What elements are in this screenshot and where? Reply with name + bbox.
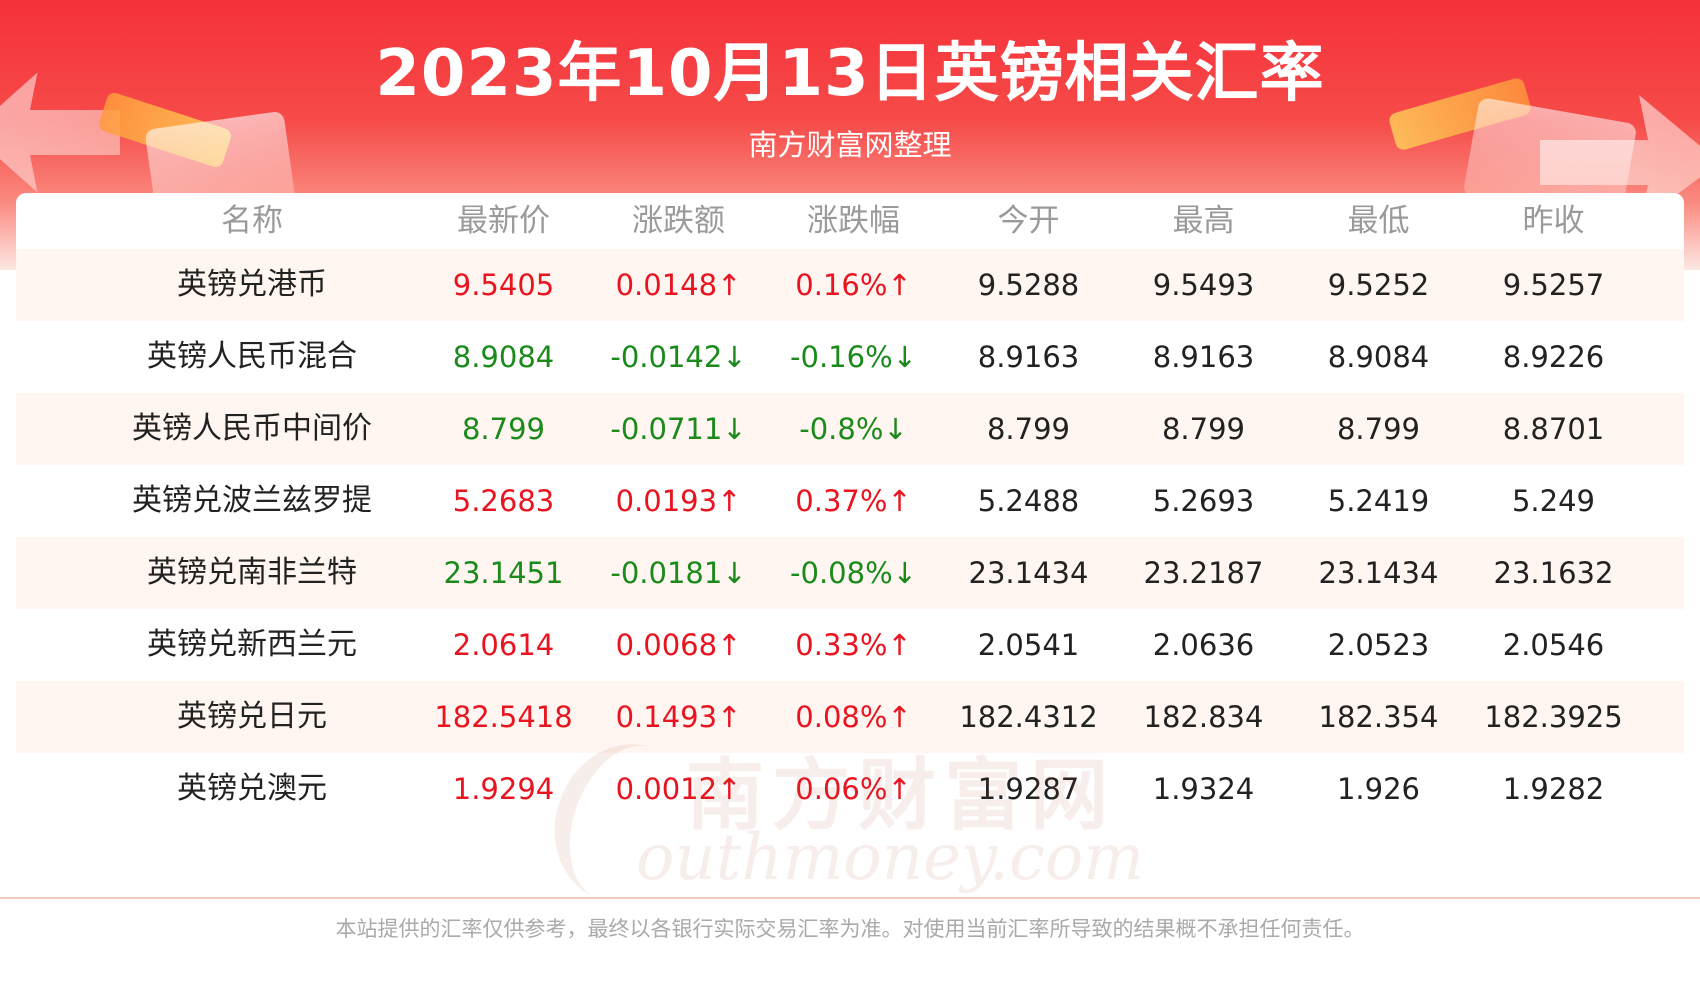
cell-latest: 5.2683 xyxy=(452,484,555,518)
cell-high: 2.0636 xyxy=(1152,628,1255,662)
table-row: 英镑兑新西兰元 2.0614 0.0068↑ 0.33%↑ 2.0541 2.0636 2.… xyxy=(16,609,1684,681)
cell-high: 182.834 xyxy=(1143,700,1264,734)
table-row: 英镑兑南非兰特 23.1451 -0.0181↓ -0.08%↓ 23.1434 23.2… xyxy=(16,537,1684,609)
cell-high: 8.9163 xyxy=(1152,340,1255,374)
column-header-prev-close: 昨收 xyxy=(1522,203,1585,239)
cell-change-pct: 0.08%↑ xyxy=(795,700,912,734)
page-subtitle: 南方财富网整理 xyxy=(748,128,952,162)
column-header-high: 最高 xyxy=(1172,203,1235,239)
cell-change-pct: -0.08%↓ xyxy=(790,556,917,590)
table-header: 名称 最新价 涨跌额 涨跌幅 今开 最高 最低 昨收 xyxy=(16,193,1684,249)
cell-latest: 8.9084 xyxy=(452,340,555,374)
cell-high: 8.799 xyxy=(1161,412,1246,446)
cell-name: 英镑兑日元 xyxy=(177,699,327,734)
cell-change-pct: 0.16%↑ xyxy=(795,268,912,302)
cell-open: 23.1434 xyxy=(968,556,1089,590)
cell-prev-close: 5.249 xyxy=(1511,484,1596,518)
cell-change: 0.0193↑ xyxy=(615,484,742,518)
cell-name: 英镑兑港币 xyxy=(177,267,327,302)
cell-change: 0.0148↑ xyxy=(615,268,742,302)
cell-open: 182.4312 xyxy=(959,700,1098,734)
table-row: 英镑人民币中间价 8.799 -0.0711↓ -0.8%↓ 8.799 8.799 8.7… xyxy=(16,393,1684,465)
table-row: 英镑兑波兰兹罗提 5.2683 0.0193↑ 0.37%↑ 5.2488 5.2693 5… xyxy=(16,465,1684,537)
cell-prev-close: 1.9282 xyxy=(1502,772,1605,806)
column-header-latest: 最新价 xyxy=(457,203,550,239)
cell-latest: 9.5405 xyxy=(452,268,555,302)
cell-open: 2.0541 xyxy=(977,628,1080,662)
cell-change: -0.0142↓ xyxy=(610,340,747,374)
cell-change: -0.0711↓ xyxy=(610,412,747,446)
table-row: 英镑人民币混合 8.9084 -0.0142↓ -0.16%↓ 8.9163 8.9163… xyxy=(16,321,1684,393)
cell-latest: 8.799 xyxy=(461,412,546,446)
cell-low: 8.799 xyxy=(1336,412,1421,446)
footer-disclaimer: 本站提供的汇率仅供参考，最终以各银行实际交易汇率为准。对使用当前汇率所导致的结果… xyxy=(335,917,1365,941)
column-header-change-pct: 涨跌幅 xyxy=(807,203,900,239)
cell-open: 8.799 xyxy=(986,412,1071,446)
cell-name: 英镑人民币混合 xyxy=(147,339,357,374)
rates-table: 名称 最新价 涨跌额 涨跌幅 今开 最高 最低 昨收 英镑兑港币 9.5405 0.… xyxy=(16,193,1684,922)
cell-change: -0.0181↓ xyxy=(610,556,747,590)
cell-low: 8.9084 xyxy=(1327,340,1430,374)
cell-change: 0.1493↑ xyxy=(615,700,742,734)
cell-name: 英镑兑澳元 xyxy=(177,771,327,806)
cell-latest: 2.0614 xyxy=(452,628,555,662)
cell-open: 1.9287 xyxy=(977,772,1080,806)
cell-low: 5.2419 xyxy=(1327,484,1430,518)
cell-prev-close: 23.1632 xyxy=(1493,556,1614,590)
cell-change: 0.0068↑ xyxy=(615,628,742,662)
cell-latest: 23.1451 xyxy=(443,556,564,590)
cell-open: 9.5288 xyxy=(977,268,1080,302)
cell-low: 23.1434 xyxy=(1318,556,1439,590)
table-row: 英镑兑日元 182.5418 0.1493↑ 0.08%↑ 182.4312 182.83… xyxy=(16,681,1684,753)
cell-name: 英镑兑波兰兹罗提 xyxy=(132,483,372,518)
cell-change-pct: -0.8%↓ xyxy=(799,412,908,446)
column-header-name: 名称 xyxy=(221,203,283,239)
cell-low: 9.5252 xyxy=(1327,268,1430,302)
cell-change-pct: -0.16%↓ xyxy=(790,340,917,374)
cell-prev-close: 8.8701 xyxy=(1502,412,1605,446)
column-header-low: 最低 xyxy=(1347,203,1410,239)
cell-latest: 182.5418 xyxy=(434,700,573,734)
cell-prev-close: 182.3925 xyxy=(1484,700,1623,734)
cell-high: 5.2693 xyxy=(1152,484,1255,518)
page-title: 2023年10月13日英镑相关汇率 xyxy=(375,37,1325,111)
table-row: 英镑兑澳元 1.9294 0.0012↑ 0.06%↑ 1.9287 1.9324 1.92… xyxy=(16,753,1684,825)
column-header-change: 涨跌额 xyxy=(632,203,725,239)
column-header-open: 今开 xyxy=(997,203,1060,239)
cell-prev-close: 9.5257 xyxy=(1502,268,1605,302)
cell-low: 182.354 xyxy=(1318,700,1439,734)
cell-high: 9.5493 xyxy=(1152,268,1255,302)
cell-prev-close: 8.9226 xyxy=(1502,340,1605,374)
cell-name: 英镑兑新西兰元 xyxy=(147,627,357,662)
cell-change-pct: 0.06%↑ xyxy=(795,772,912,806)
cell-low: 2.0523 xyxy=(1327,628,1430,662)
cell-high: 23.2187 xyxy=(1143,556,1264,590)
cell-open: 5.2488 xyxy=(977,484,1080,518)
cell-low: 1.926 xyxy=(1336,772,1421,806)
cell-change-pct: 0.37%↑ xyxy=(795,484,912,518)
cell-open: 8.9163 xyxy=(977,340,1080,374)
cell-name: 英镑兑南非兰特 xyxy=(147,555,357,590)
cell-prev-close: 2.0546 xyxy=(1502,628,1605,662)
table-row: 英镑兑港币 9.5405 0.0148↑ 0.16%↑ 9.5288 9.5493 9.52… xyxy=(16,249,1684,321)
cell-change-pct: 0.33%↑ xyxy=(795,628,912,662)
cell-latest: 1.9294 xyxy=(452,772,555,806)
footer-divider xyxy=(0,897,1700,899)
cell-name: 英镑人民币中间价 xyxy=(132,411,372,446)
cell-high: 1.9324 xyxy=(1152,772,1255,806)
cell-change: 0.0012↑ xyxy=(615,772,742,806)
